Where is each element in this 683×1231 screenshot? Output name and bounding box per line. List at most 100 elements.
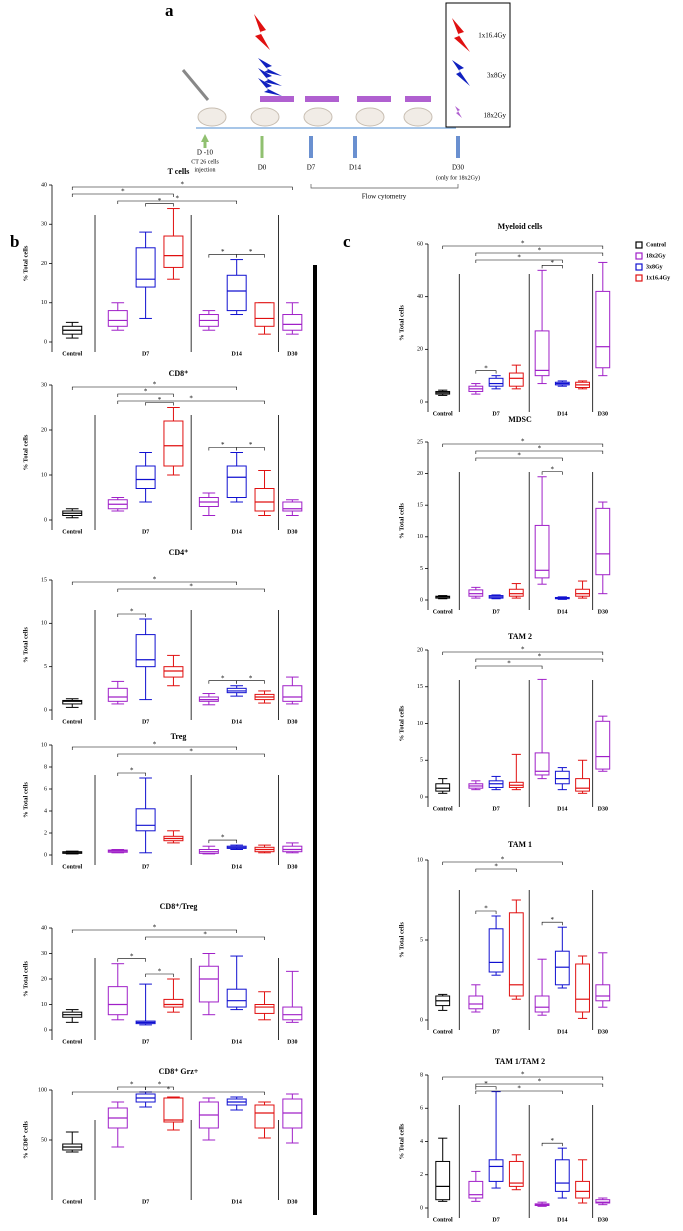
y-tick-label: 8 — [44, 764, 47, 770]
chart-title: CD4⁺ — [169, 548, 189, 557]
significance-star: * — [249, 248, 253, 256]
box — [595, 984, 611, 1002]
box — [534, 995, 550, 1013]
significance-star: * — [153, 741, 157, 749]
panel-label: c — [343, 232, 351, 251]
significance-bracket — [208, 839, 237, 844]
significance-star: * — [484, 1080, 488, 1088]
box — [468, 995, 484, 1010]
dose-icon — [452, 60, 470, 86]
dose-label: 18x2Gy — [483, 112, 506, 120]
injection-label: CT 26 cells — [191, 159, 219, 165]
significance-star: * — [221, 674, 225, 682]
y-tick-label: 0 — [44, 517, 47, 523]
significance-star: * — [121, 188, 125, 196]
x-group-label: D30 — [598, 1217, 608, 1223]
x-group-label: D30 — [287, 1039, 297, 1045]
x-group-label: Control — [433, 1029, 453, 1035]
significance-bracket — [117, 393, 174, 397]
box — [163, 666, 184, 678]
legend-swatch — [635, 252, 643, 260]
box — [595, 1199, 611, 1204]
y-tick-label: 5 — [44, 664, 47, 670]
panel-label: a — [165, 1, 174, 20]
y-tick-label: 8 — [420, 1072, 423, 1078]
box — [135, 634, 156, 668]
box — [508, 372, 524, 387]
x-group-label: D14 — [557, 411, 567, 417]
significance-star: * — [144, 388, 148, 396]
box — [508, 588, 524, 597]
box — [135, 808, 156, 832]
x-group-label: D14 — [232, 864, 242, 870]
y-tick-label: 2 — [44, 830, 47, 836]
flow-label: Flow cytometry — [362, 193, 407, 201]
divider — [313, 265, 317, 1215]
y-tick-label: 30 — [41, 382, 47, 388]
significance-star: * — [130, 1081, 134, 1089]
significance-bracket — [475, 665, 543, 669]
legend-swatch — [635, 274, 643, 282]
significance-bracket — [475, 450, 604, 454]
significance-bracket — [71, 929, 237, 933]
box — [595, 290, 611, 369]
y-tick-label: 30 — [41, 951, 47, 957]
mouse — [355, 107, 385, 127]
box — [468, 1180, 484, 1199]
significance-bracket — [442, 245, 604, 249]
significance-star: * — [494, 863, 498, 871]
x-group-label: D30 — [598, 806, 608, 812]
x-group-label: D7 — [142, 864, 149, 870]
x-group-label: Control — [62, 719, 82, 725]
y-tick-label: 10 — [41, 1002, 47, 1008]
x-group-label: D14 — [232, 1199, 242, 1205]
day-label: D7 — [307, 164, 316, 172]
box — [534, 524, 550, 579]
box — [575, 778, 590, 792]
significance-star: * — [153, 381, 157, 389]
y-tick-label: 50 — [41, 1137, 47, 1143]
significance-bracket — [71, 1091, 265, 1095]
dose-icon — [258, 58, 282, 96]
x-group-label: D30 — [287, 1199, 297, 1205]
note: (only for 18x2Gy) — [436, 174, 480, 181]
significance-bracket — [442, 443, 604, 447]
y-tick-label: 15 — [417, 503, 423, 509]
x-group-label: D14 — [557, 1217, 567, 1223]
arrow — [201, 134, 209, 142]
x-group-label: D14 — [557, 806, 567, 812]
box — [282, 314, 303, 331]
y-tick-label: 20 — [41, 261, 47, 267]
y-tick-label: 0 — [420, 597, 423, 603]
significance-star: * — [507, 660, 511, 668]
significance-bracket — [117, 772, 146, 776]
dose-icon — [455, 106, 462, 118]
box — [107, 310, 128, 327]
box — [163, 235, 184, 268]
significance-bracket — [475, 259, 563, 263]
significance-star: * — [521, 240, 525, 248]
y-tick-label: 20 — [41, 976, 47, 982]
significance-star: * — [158, 1081, 162, 1089]
significance-bracket — [145, 973, 174, 977]
x-group-label: D14 — [232, 1039, 242, 1045]
significance-star: * — [130, 608, 134, 616]
y-tick-label: 10 — [41, 300, 47, 306]
x-group-label: D7 — [142, 529, 149, 535]
significance-bracket — [145, 936, 265, 940]
dose-label: 3x8Gy — [487, 72, 507, 80]
x-group-label: D7 — [142, 351, 149, 357]
y-tick-label: 2 — [420, 1172, 423, 1178]
y-tick-label: 0 — [420, 1205, 423, 1211]
significance-star: * — [130, 767, 134, 775]
significance-star: * — [189, 583, 193, 591]
day-label: D14 — [349, 164, 362, 172]
y-tick-label: 0 — [44, 707, 47, 713]
box — [163, 998, 184, 1008]
y-tick-label: 10 — [417, 857, 423, 863]
y-tick-label: 6 — [44, 786, 47, 792]
day-label: D -10 — [197, 149, 214, 157]
significance-bracket — [71, 186, 293, 190]
box — [468, 589, 484, 597]
x-group-label: D7 — [142, 1199, 149, 1205]
